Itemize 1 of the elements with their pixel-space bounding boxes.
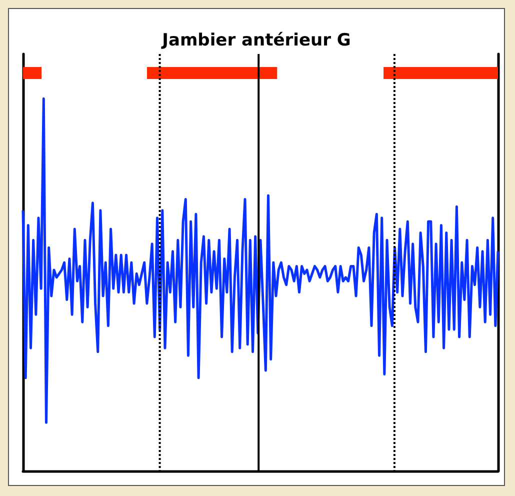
chart-title: Jambier antérieur G <box>161 30 351 50</box>
